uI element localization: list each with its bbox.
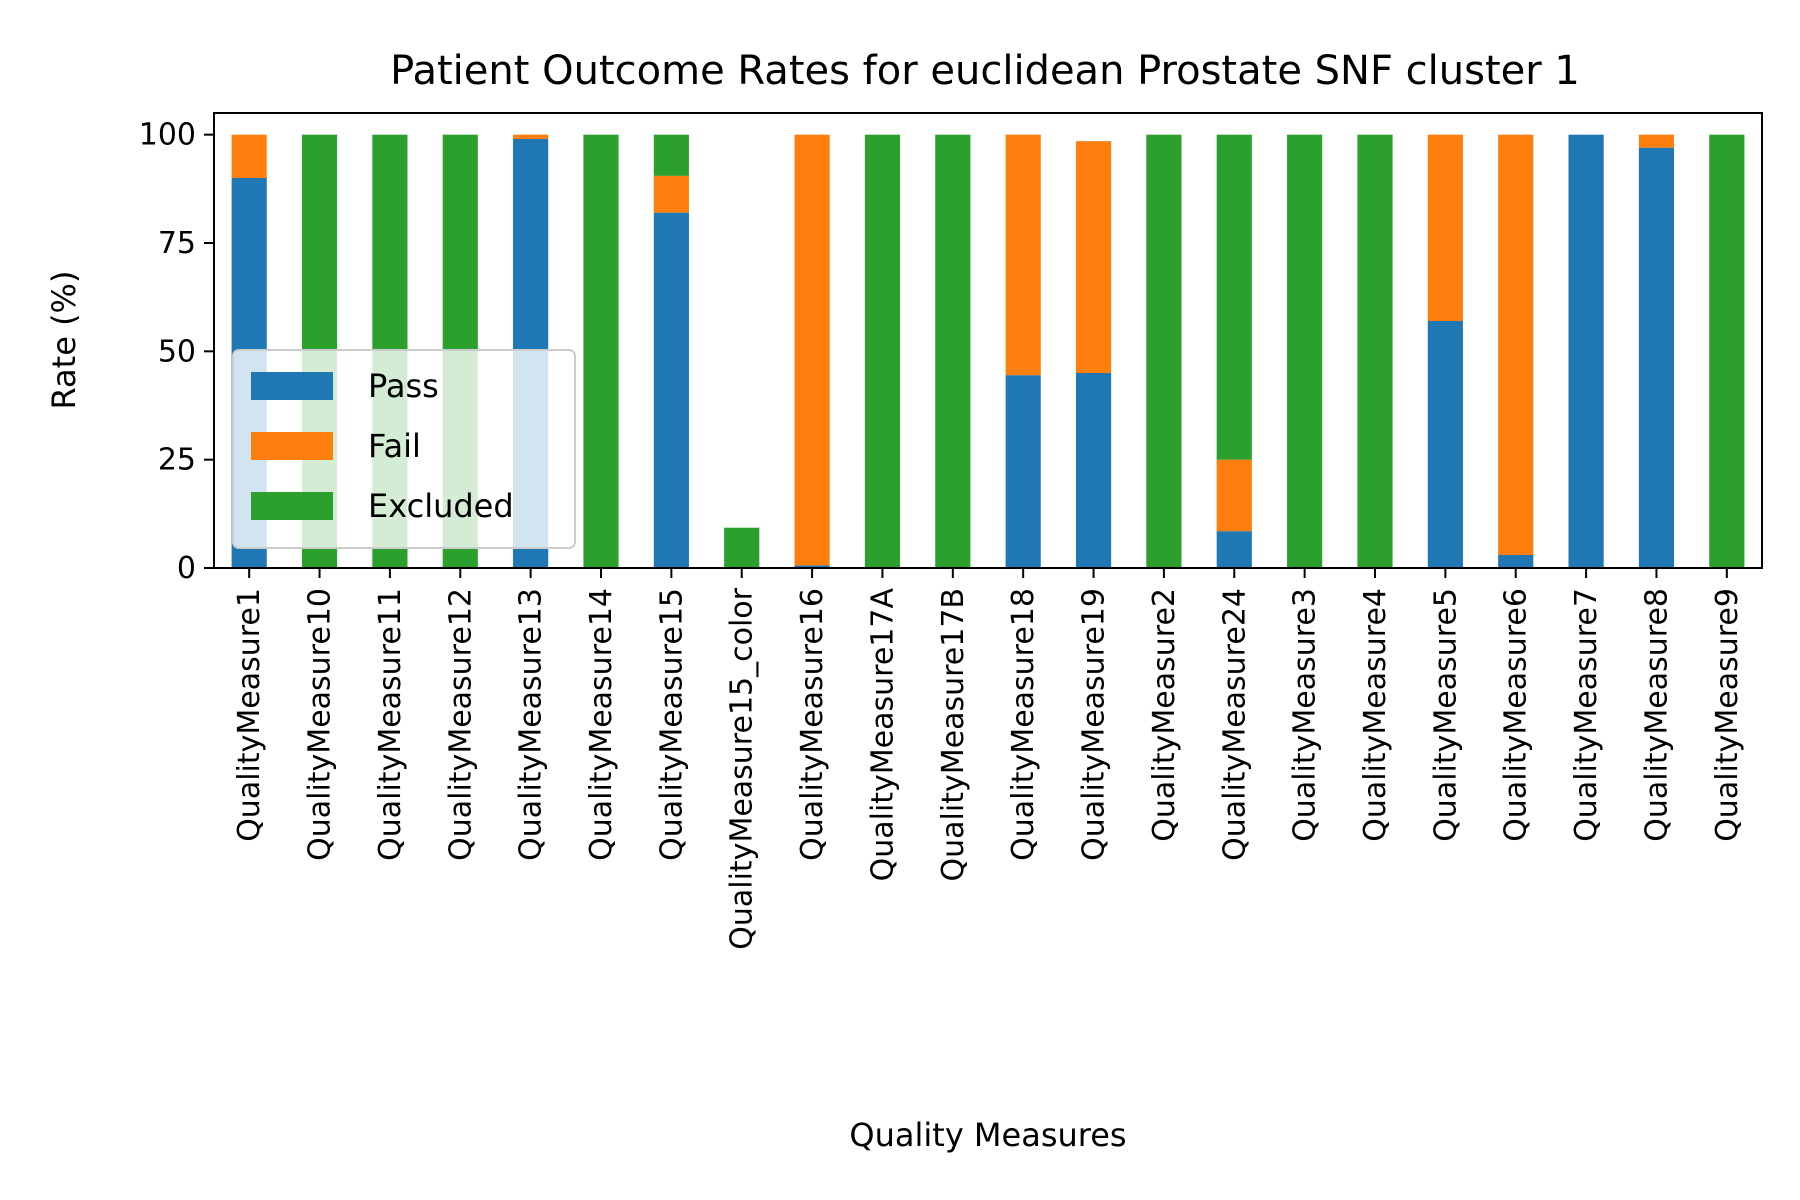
bar-pass-20 [1638, 147, 1675, 568]
bar-excluded-7 [724, 527, 760, 568]
bar-fail-20 [1638, 134, 1675, 148]
x-tick-label: QualityMeasure15 [654, 588, 689, 861]
y-tick-label: 50 [158, 334, 196, 369]
chart-title: Patient Outcome Rates for euclidean Pros… [390, 48, 1580, 94]
y-tick-label: 75 [158, 226, 196, 261]
x-tick-label: QualityMeasure17B [936, 588, 971, 881]
bar-pass-11 [1005, 375, 1041, 568]
legend-label-fail: Fail [368, 427, 421, 465]
bar-excluded-6 [653, 134, 689, 176]
x-axis: QualityMeasure1 QualityMeasure10 QualityMe… [232, 568, 1745, 950]
bar-pass-14 [1216, 531, 1252, 568]
bar-pass-6 [653, 212, 689, 568]
legend-swatch-pass [251, 372, 333, 400]
x-tick-label: QualityMeasure12 [443, 588, 478, 861]
bar-excluded-10 [935, 134, 971, 568]
bar-excluded-21 [1709, 134, 1745, 568]
x-tick-label: QualityMeasure1 [232, 588, 267, 842]
legend-label-excluded: Excluded [368, 487, 514, 525]
x-tick-label: QualityMeasure11 [373, 588, 408, 861]
x-tick-label: QualityMeasure8 [1639, 588, 1674, 842]
bar-excluded-16 [1357, 134, 1393, 568]
bar-pass-19 [1568, 134, 1604, 568]
bar-fail-0 [231, 134, 267, 178]
x-tick-label: QualityMeasure9 [1710, 588, 1745, 842]
x-tick-label: QualityMeasure14 [584, 588, 619, 861]
x-tick-label: QualityMeasure19 [1077, 588, 1112, 861]
bar-pass-17 [1427, 321, 1463, 568]
bar-fail-14 [1216, 459, 1252, 532]
bar-pass-8 [794, 565, 830, 568]
bar-pass-12 [1075, 373, 1112, 568]
plot-frame [213, 112, 1763, 569]
x-tick-label: QualityMeasure18 [1006, 588, 1041, 861]
bar-fail-17 [1427, 134, 1463, 321]
x-tick-label: QualityMeasure10 [303, 588, 338, 861]
legend-label-pass: Pass [368, 367, 439, 405]
legend-swatch-fail [251, 432, 333, 460]
bar-fail-8 [794, 134, 830, 566]
x-tick-label: QualityMeasure13 [514, 588, 549, 861]
y-tick-label: 100 [139, 118, 196, 153]
y-axis: 0 25 50 75 100 [139, 118, 214, 586]
x-tick-label: QualityMeasure3 [1288, 588, 1323, 842]
bar-pass-18 [1498, 555, 1534, 568]
x-tick-label: QualityMeasure16 [795, 588, 830, 861]
legend-swatch-excluded [251, 492, 333, 520]
x-tick-label: QualityMeasure6 [1499, 588, 1534, 842]
y-tick-label: 0 [177, 551, 196, 586]
bar-excluded-13 [1146, 134, 1182, 568]
bar-fail-6 [653, 175, 689, 213]
bar-excluded-14 [1216, 134, 1252, 460]
legend: Pass Fail Excluded [232, 349, 576, 549]
x-tick-label: QualityMeasure15_color [725, 587, 760, 949]
bar-excluded-5 [583, 134, 619, 568]
bar-fail-11 [1005, 134, 1041, 376]
bar-fail-12 [1075, 141, 1112, 373]
bar-fail-18 [1498, 134, 1534, 555]
x-tick-label: QualityMeasure17A [865, 588, 900, 882]
x-axis-label: Quality Measures [849, 1116, 1126, 1154]
bar-fail-4 [513, 134, 549, 139]
bar-excluded-15 [1287, 134, 1323, 568]
x-tick-label: QualityMeasure4 [1358, 588, 1393, 842]
x-tick-label: QualityMeasure7 [1569, 588, 1604, 842]
bar-excluded-9 [864, 134, 901, 568]
x-tick-label: QualityMeasure24 [1217, 588, 1252, 861]
x-tick-label: QualityMeasure5 [1428, 588, 1463, 842]
y-axis-label: Rate (%) [45, 271, 83, 410]
x-tick-label: QualityMeasure2 [1147, 588, 1182, 842]
y-tick-label: 25 [158, 443, 196, 478]
